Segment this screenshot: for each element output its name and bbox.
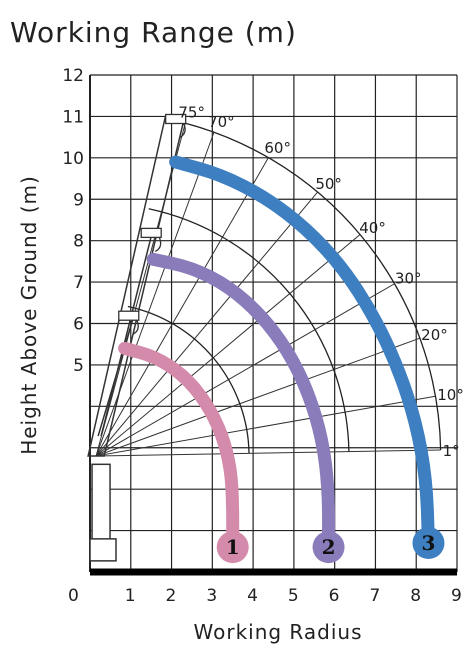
grid [89, 74, 458, 576]
series-2-point-2 [227, 285, 230, 288]
y-tick-label: 10 [62, 149, 84, 169]
x-tick-label: 3 [206, 586, 217, 606]
series-3-badge [412, 527, 445, 560]
x-tick-label: 5 [288, 586, 299, 606]
angle-label-1: 1° [443, 442, 460, 460]
angle-label-20: 20° [421, 326, 448, 344]
series-3-point-6 [396, 365, 399, 368]
reach-arc-1 [127, 305, 250, 454]
series-2-point-6 [321, 438, 324, 441]
crane-boom-section-2 [100, 236, 152, 437]
series-1-point-3 [205, 401, 208, 404]
series-1-point-4 [221, 434, 224, 437]
reach-arc-3 [167, 118, 442, 451]
hook-3 [179, 123, 186, 139]
angle-label-30: 30° [395, 270, 422, 288]
series-3-point-5 [372, 314, 375, 317]
series-2-curve [146, 252, 336, 554]
angle-rays [95, 118, 442, 457]
y-tick-label: 9 [73, 190, 84, 210]
y-axis-label: Height Above Ground (m) [17, 175, 41, 455]
angle-label-50: 50° [315, 175, 342, 193]
y-tick-label: 5 [73, 356, 84, 376]
crane-boom [87, 115, 185, 457]
series-1-badge-label: 1 [226, 535, 240, 559]
series-1-point-5 [229, 467, 232, 470]
x-tick-label: 8 [410, 586, 421, 606]
series-1-badge [216, 531, 249, 564]
hook-2 [155, 237, 162, 252]
chart-title: Working Range (m) [10, 16, 297, 49]
series-2-point-4 [286, 349, 289, 352]
x-tick-label: 9 [451, 586, 462, 606]
angle-ray-50 [95, 191, 318, 457]
x-tick-label: 4 [247, 586, 258, 606]
series-3-curve [169, 155, 435, 550]
crane-base [89, 538, 117, 562]
angle-ray-60 [95, 157, 269, 457]
series-3-point-3 [305, 227, 308, 230]
series-3-point-1 [219, 173, 222, 176]
angle-ray-40 [95, 234, 361, 457]
angle-label-70: 70° [208, 113, 235, 131]
series-3-point-4 [341, 266, 344, 269]
series-3-point-2 [264, 196, 267, 199]
tick-labels: 75°70°60°50°40°30°20°10°1°0 1 2 3 4 5 6 7 8 95678… [62, 66, 464, 606]
series-layer: 1 2 3 [118, 155, 445, 564]
series-1-curve [118, 341, 240, 554]
y-tick-label: 7 [73, 273, 84, 293]
x-tick-label: 2 [166, 586, 177, 606]
reach-arc-2 [148, 208, 350, 452]
x-tick-label: 6 [329, 586, 340, 606]
series-2-point-0 [152, 258, 155, 261]
series-1-point-2 [182, 374, 185, 377]
hook-1 [132, 319, 139, 335]
boom-head-2 [140, 227, 162, 239]
boom-head-1 [118, 310, 140, 321]
y-tick-label: 12 [62, 66, 84, 86]
x-tick-label: 0 [68, 586, 79, 606]
series-2-badge [312, 531, 345, 564]
series-3-point-8 [425, 479, 428, 482]
angle-ray-20 [95, 337, 421, 457]
angle-ray-30 [95, 283, 395, 457]
series-1-point-6 [231, 500, 234, 503]
x-tick-label: 7 [369, 586, 380, 606]
angle-ray-1 [96, 449, 441, 457]
y-tick-label: 8 [73, 232, 84, 252]
boom-head-3 [165, 113, 187, 125]
series-3-badge-label: 3 [421, 531, 435, 555]
angle-label-10: 10° [437, 386, 464, 404]
y-tick-label: 11 [62, 107, 84, 127]
series-2-point-1 [190, 266, 193, 269]
series-2-badge-label: 2 [322, 535, 336, 559]
angle-label-60: 60° [264, 139, 291, 157]
series-2-point-5 [307, 390, 310, 393]
angle-ray-70 [95, 132, 215, 457]
series-3-point-0 [174, 160, 177, 163]
angle-label-40: 40° [359, 219, 386, 237]
series-3-point-7 [415, 421, 418, 424]
y-tick-label: 6 [73, 315, 84, 335]
x-tick-label: 1 [125, 586, 136, 606]
series-1-point-1 [154, 355, 157, 358]
series-2-point-3 [260, 314, 263, 317]
angle-label-75: 75° [178, 104, 205, 122]
series-1-point-0 [123, 347, 126, 350]
crane-drawing [87, 113, 187, 562]
angle-ray-10 [96, 395, 436, 457]
x-axis-label: Working Radius [194, 620, 363, 644]
series-2-point-7 [327, 488, 330, 491]
